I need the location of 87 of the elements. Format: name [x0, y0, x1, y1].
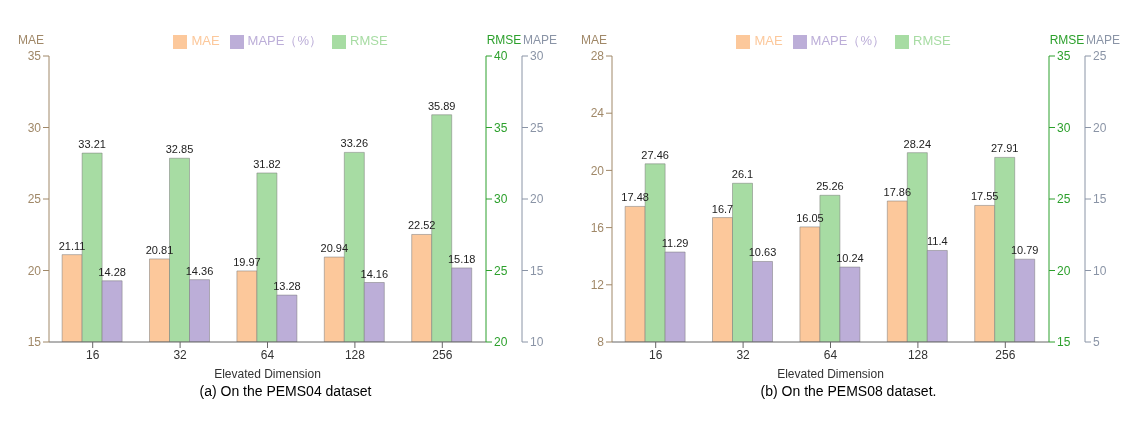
data-label: 35.89 [427, 99, 456, 112]
y3-tick-label: 25 [1093, 49, 1107, 64]
x-tick-label: 128 [907, 347, 929, 362]
y3-tick-label: 25 [530, 120, 544, 135]
y2-tick-label: 35 [1057, 49, 1071, 64]
legend-label: RMSE [913, 33, 951, 48]
y2-tick-label: 30 [1057, 120, 1071, 135]
y2-tick-label: 35 [494, 120, 508, 135]
data-label: 33.26 [340, 137, 369, 150]
y2-tick-label: 40 [494, 49, 508, 64]
y2-tick-label: 25 [1057, 192, 1071, 207]
legend-label: MAE [191, 33, 220, 48]
y-tick-label: 12 [590, 278, 605, 293]
y2-axis-title: RMSE [1049, 33, 1085, 47]
data-label: 14.16 [360, 267, 389, 280]
data-label: 15.18 [447, 252, 476, 265]
y-axis-title: MAE [580, 33, 608, 47]
y3-tick-label: 15 [530, 263, 544, 278]
data-label: 27.91 [990, 142, 1019, 155]
data-label: 11.4 [927, 235, 948, 248]
y-tick-label: 15 [27, 335, 42, 350]
data-label: 32.85 [165, 143, 194, 156]
y-tick-label: 16 [590, 220, 605, 235]
legend-label: MAE [754, 33, 783, 48]
y-tick-label: 24 [590, 106, 605, 121]
data-label: 10.79 [1010, 244, 1039, 257]
data-label: 22.52 [407, 219, 436, 232]
legend-label: RMSE [350, 33, 388, 48]
data-label: 19.97 [233, 255, 261, 268]
data-label: 10.24 [836, 252, 864, 265]
x-tick-label: 256 [995, 347, 1016, 362]
y3-tick-label: 20 [1093, 120, 1107, 135]
data-label: 17.48 [621, 191, 649, 204]
x-axis-title: Elevated Dimension [214, 367, 321, 381]
data-label: 10.63 [748, 246, 777, 259]
data-label: 16.7 [711, 202, 734, 215]
data-label: 21.11 [58, 239, 86, 252]
legend-label: MAPE（%） [247, 33, 322, 48]
x-tick-label: 16 [649, 347, 663, 362]
y2-axis-title: RMSE [486, 33, 522, 47]
x-tick-label: 16 [86, 347, 100, 362]
data-label: 28.24 [903, 137, 932, 150]
y3-tick-label: 20 [530, 192, 544, 207]
x-axis-title: Elevated Dimension [777, 367, 884, 381]
data-label: 33.21 [78, 138, 106, 151]
y3-tick-label: 15 [1093, 192, 1107, 207]
y-axis-title: MAE [17, 33, 45, 47]
data-label: 17.55 [970, 190, 999, 203]
y3-axis-title: MAPE [522, 33, 558, 47]
text: (a) On the PEMS04 dataset [198, 383, 373, 399]
y3-tick-label: 10 [1093, 263, 1107, 278]
data-label: 17.86 [883, 186, 912, 198]
text: (b) On the PEMS08 dataset. [759, 383, 938, 399]
data-label: 20.94 [320, 242, 349, 255]
y3-axis-title: MAPE [1085, 33, 1121, 47]
y2-tick-label: 20 [1057, 263, 1071, 278]
data-label: 27.46 [641, 148, 669, 161]
y-tick-label: 20 [590, 163, 605, 178]
data-label: 14.28 [98, 265, 126, 278]
x-tick-label: 64 [260, 347, 275, 362]
data-label: 14.36 [185, 264, 214, 277]
y3-tick-label: 10 [530, 335, 544, 350]
y-tick-label: 25 [27, 192, 42, 207]
data-label: 26.1 [731, 168, 754, 181]
y-tick-label: 28 [590, 49, 605, 64]
y-tick-label: 8 [597, 335, 605, 350]
y3-tick-label: 30 [530, 49, 544, 64]
x-tick-label: 256 [432, 347, 453, 362]
y2-tick-label: 30 [494, 192, 508, 207]
data-label: 31.82 [253, 157, 281, 170]
x-tick-label: 64 [823, 347, 838, 362]
data-label: 16.05 [796, 211, 824, 224]
y2-tick-label: 15 [1057, 335, 1071, 350]
data-label: 20.81 [145, 243, 174, 256]
y3-tick-label: 5 [1093, 335, 1100, 350]
y-tick-label: 35 [27, 49, 42, 64]
data-label: 13.28 [273, 280, 301, 293]
data-label: 11.29 [661, 237, 689, 250]
legend-label: MAPE（%） [810, 33, 885, 48]
y2-tick-label: 25 [494, 263, 508, 278]
y-tick-label: 20 [27, 263, 42, 278]
y-tick-label: 30 [27, 120, 42, 135]
data-label: 25.26 [816, 180, 844, 193]
x-tick-label: 32 [173, 347, 188, 362]
x-tick-label: 32 [736, 347, 751, 362]
y2-tick-label: 20 [494, 335, 508, 350]
x-tick-label: 128 [344, 347, 366, 362]
